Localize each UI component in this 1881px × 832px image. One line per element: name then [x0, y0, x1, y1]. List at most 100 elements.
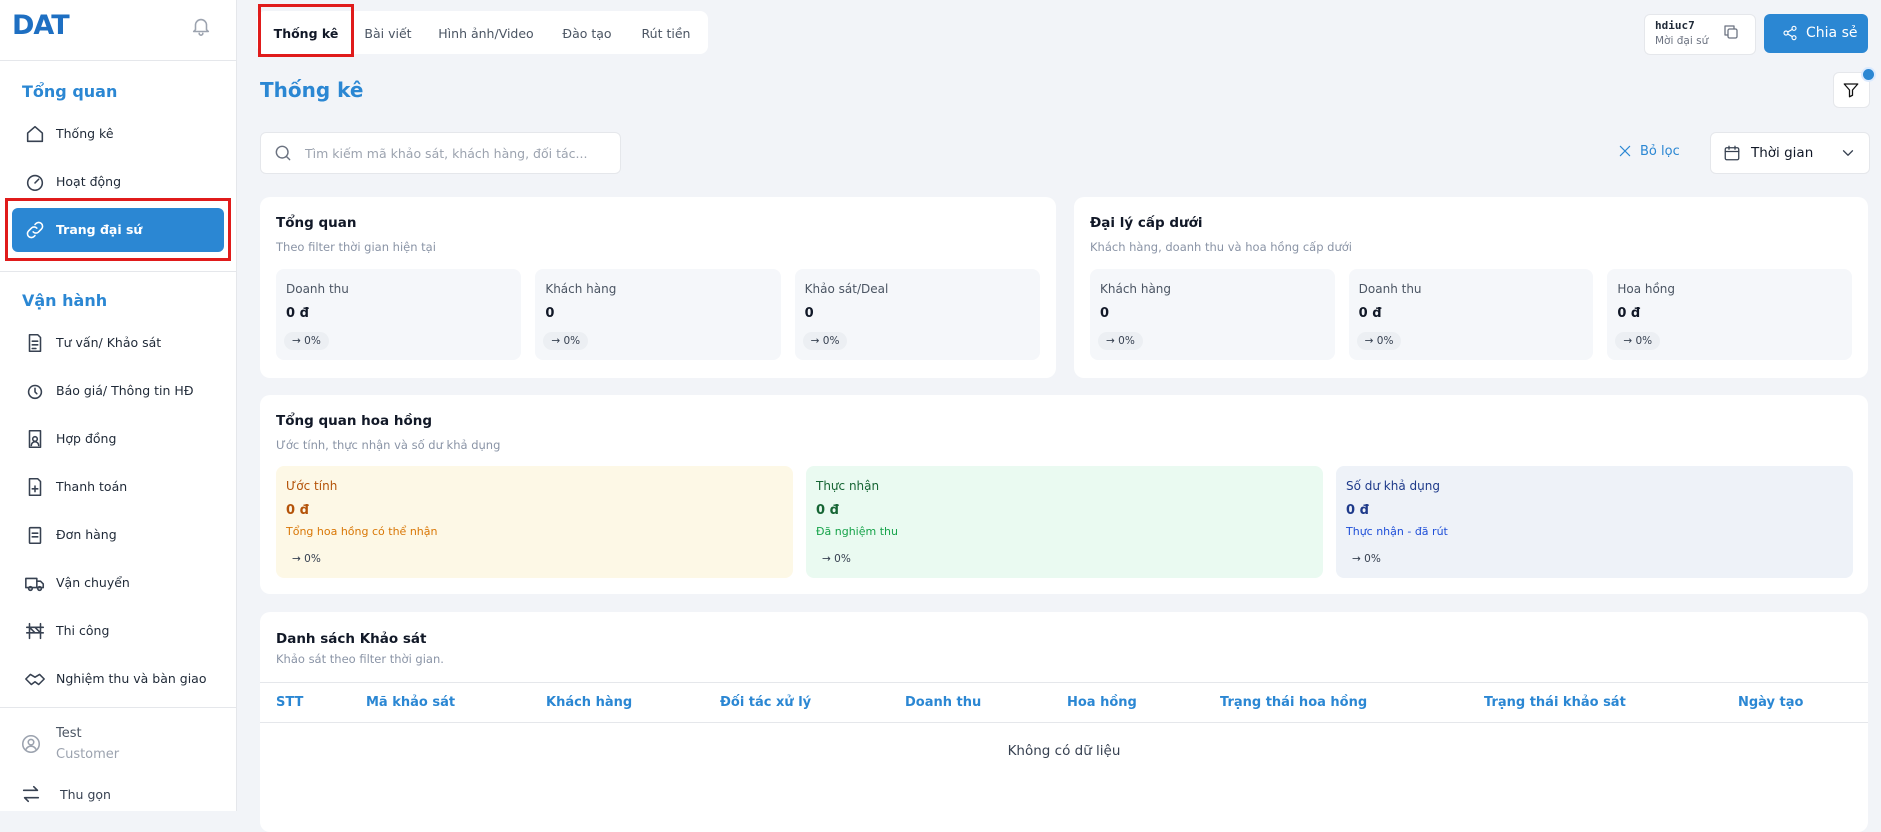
divider	[0, 271, 236, 272]
nav-item[interactable]: Trang đại sứ	[12, 208, 224, 252]
panel-subtitle: Theo filter thời gian hiện tại	[276, 240, 436, 254]
stat-label: Khách hàng	[545, 282, 617, 296]
table-header[interactable]: Hoa hồng	[1067, 695, 1137, 710]
stat-label: Doanh thu	[1358, 282, 1422, 296]
empty-text: Không có dữ liệu	[1007, 743, 1121, 759]
nav-item[interactable]: Vận chuyển	[12, 561, 224, 605]
nav-label: Hoạt động	[56, 174, 122, 189]
stat-label: Doanh thu	[286, 282, 349, 296]
stat-card: Khách hàng 0 → 0%	[1090, 269, 1335, 360]
share-button[interactable]: Chia sẻ	[1764, 14, 1868, 53]
sidebar: DAT Tổng quan Thống kê Hoạt động Trang đại s…	[0, 0, 237, 811]
stat-card: Doanh thu 0 đ → 0%	[276, 269, 522, 360]
commission-note: Tổng hoa hồng có thể nhận	[286, 525, 438, 538]
collapse-label[interactable]: Thu gọn	[60, 787, 111, 802]
commission-card: Thực nhận 0 đ Đã nghiệm thu → 0%	[806, 466, 1323, 578]
stat-change: → 0%	[543, 332, 589, 350]
table-header[interactable]: STT	[276, 695, 304, 710]
table-header[interactable]: Trạng thái khảo sát	[1484, 695, 1626, 710]
tab-highlight	[258, 4, 354, 57]
share-label: Chia sẻ	[1806, 25, 1858, 41]
stat-change: → 0%	[284, 332, 329, 350]
tab[interactable]: Bài viết	[364, 26, 412, 41]
stat-value: 0	[804, 306, 814, 321]
commission-card: Ước tính 0 đ Tổng hoa hồng có thể nhận → 0%	[276, 466, 793, 578]
logo: DAT	[12, 10, 70, 41]
table-header[interactable]: Mã khảo sát	[366, 695, 456, 710]
commission-change: → 0%	[292, 553, 321, 565]
highlight-box	[5, 198, 231, 261]
table-header[interactable]: Doanh thu	[905, 695, 982, 710]
nav-item[interactable]: Báo giá/ Thông tin HĐ	[12, 369, 224, 413]
bell[interactable]	[190, 15, 212, 41]
nav-item[interactable]: Thanh toán	[12, 465, 224, 509]
nav-item[interactable]: Đơn hàng	[12, 513, 224, 557]
commission-note: Thực nhận - đã rút	[1346, 525, 1448, 538]
commission-value: 0 đ	[816, 503, 839, 518]
table-line	[260, 722, 1868, 723]
table-header[interactable]: Khách hàng	[546, 695, 633, 710]
section-title: Tổng quan	[22, 82, 118, 101]
tab[interactable]: Thống kê	[273, 26, 339, 41]
stat-change: → 0%	[1356, 332, 1402, 350]
panel-title: Danh sách Khảo sát	[276, 631, 427, 647]
clear-filter-icon[interactable]	[1617, 143, 1633, 163]
time-filter[interactable]: Thời gian	[1710, 132, 1870, 174]
clear-filter[interactable]: Bỏ lọc	[1640, 144, 1680, 159]
stat-label: Hoa hồng	[1617, 282, 1676, 296]
stat-label: Khảo sát/Deal	[804, 282, 889, 296]
panel-title: Đại lý cấp dưới	[1090, 215, 1203, 231]
nav-label: Thi công	[56, 623, 110, 638]
time-label: Thời gian	[1751, 145, 1814, 161]
divider	[0, 60, 236, 61]
stat-value: 0 đ	[1358, 306, 1382, 321]
stats-panel: Tổng quan Theo filter thời gian hiện tại D…	[260, 197, 1056, 378]
nav-label: Thanh toán	[56, 479, 128, 494]
nav-item[interactable]: Nghiệm thu và bàn giao	[12, 657, 224, 701]
search-input[interactable]: Tìm kiếm mã khảo sát, khách hàng, đối tá…	[260, 132, 621, 174]
tabs-bar	[257, 11, 708, 54]
stat-card: Hoa hồng 0 đ → 0%	[1607, 269, 1852, 360]
user-role: Customer	[56, 747, 120, 762]
nav-label: Vận chuyển	[56, 575, 130, 590]
nav-item[interactable]: Thi công	[12, 609, 224, 653]
stat-value: 0 đ	[1617, 306, 1641, 321]
commission-value: 0 đ	[1346, 503, 1369, 518]
page-title: Thống kê	[260, 78, 364, 102]
filter-dot	[1861, 67, 1876, 82]
commission-card: Số dư khả dụng 0 đ Thực nhận - đã rút → 0%	[1336, 466, 1853, 578]
collapse-icon[interactable]	[20, 783, 42, 809]
copy-icon[interactable]	[1722, 23, 1740, 45]
user-name: Test	[56, 726, 82, 741]
search-placeholder: Tìm kiếm mã khảo sát, khách hàng, đối tá…	[305, 146, 588, 161]
panel-subtitle: Ước tính, thực nhận và số dư khả dụng	[276, 438, 501, 452]
user-avatar	[20, 733, 42, 759]
nav-item[interactable]: Tư vấn/ Khảo sát	[12, 321, 224, 365]
stat-card: Khách hàng 0 → 0%	[535, 269, 781, 360]
panel-subtitle: Khảo sát theo filter thời gian.	[276, 652, 444, 666]
nav-item[interactable]: Thống kê	[12, 112, 224, 156]
tab[interactable]: Hình ảnh/Video	[438, 26, 534, 41]
stat-change: → 0%	[1615, 332, 1661, 350]
table-line	[260, 682, 1868, 683]
commission-label: Số dư khả dụng	[1346, 479, 1440, 493]
stat-card: Doanh thu 0 đ → 0%	[1348, 269, 1594, 360]
table-header[interactable]: Ngày tạo	[1738, 695, 1804, 710]
commission-change: → 0%	[1352, 553, 1381, 565]
tab[interactable]: Đào tạo	[562, 26, 612, 41]
nav-label: Nghiệm thu và bàn giao	[56, 671, 207, 686]
stat-change: → 0%	[802, 332, 848, 350]
nav-item[interactable]: Hợp đồng	[12, 417, 224, 461]
table-header[interactable]: Trạng thái hoa hồng	[1220, 695, 1368, 710]
table-header[interactable]: Đối tác xử lý	[720, 695, 812, 710]
commission-label: Thực nhận	[816, 479, 880, 493]
nav-label: Thống kê	[56, 126, 114, 141]
commission-note: Đã nghiệm thu	[816, 525, 898, 538]
commission-change: → 0%	[822, 553, 851, 565]
stat-label: Khách hàng	[1100, 282, 1172, 296]
commission-label: Ước tính	[286, 479, 338, 493]
tab[interactable]: Rút tiền	[641, 26, 691, 41]
nav-label: Trang đại sứ	[56, 222, 143, 237]
nav-item[interactable]: Hoạt động	[12, 160, 224, 204]
